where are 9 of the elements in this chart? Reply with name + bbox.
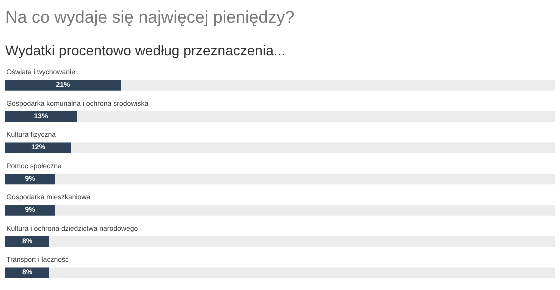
chart-subtitle: Wydatki procentowo według przeznaczenia...: [6, 42, 286, 59]
bar: [6, 80, 121, 91]
bar: [6, 268, 50, 278]
bar: [6, 111, 77, 122]
bar: [6, 205, 55, 216]
chart-title: Na co wydaje się najwięcej pieniędzy?: [6, 8, 295, 28]
bar: [6, 236, 50, 248]
bar: [6, 142, 72, 154]
bar: [6, 174, 55, 185]
